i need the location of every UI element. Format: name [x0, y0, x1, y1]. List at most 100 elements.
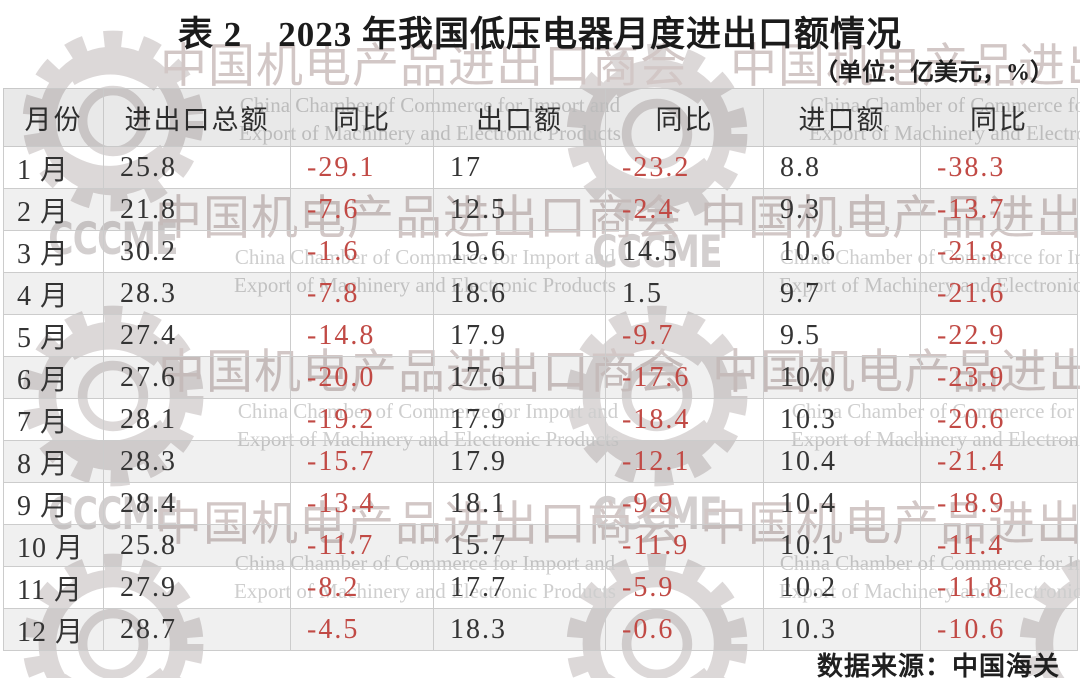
value-cell: 10.4	[763, 482, 921, 525]
value-cell: 10.4	[763, 440, 921, 483]
value-cell: 12.5	[433, 188, 606, 231]
value-cell: -23.9	[920, 356, 1078, 399]
value-cell: 28.7	[103, 608, 291, 651]
table-row: 11 月 27.9 -8.2 17.7 -5.9 10.2 -11.8	[3, 566, 1078, 609]
import-export-table: 月份 进出口总额 同比 出口额 同比 进口额 同比 1 月 25.8 -29.1 17…	[3, 88, 1078, 651]
col-header-total: 进出口总额	[103, 88, 291, 147]
value-cell: 19.6	[433, 230, 606, 273]
value-cell: 28.3	[103, 272, 291, 315]
table-row: 5 月 27.4 -14.8 17.9 -9.7 9.5 -22.9	[3, 314, 1078, 357]
value-cell: -29.1	[290, 146, 434, 189]
value-cell: -38.3	[920, 146, 1078, 189]
value-cell: 14.5	[605, 230, 764, 273]
table-row: 7 月 28.1 -19.2 17.9 -18.4 10.3 -20.6	[3, 398, 1078, 441]
value-cell: -14.8	[290, 314, 434, 357]
value-cell: -18.4	[605, 398, 764, 441]
value-cell: 17.9	[433, 398, 606, 441]
value-cell: -17.6	[605, 356, 764, 399]
value-cell: 18.6	[433, 272, 606, 315]
value-cell: 27.9	[103, 566, 291, 609]
month-cell: 3 月	[3, 230, 104, 273]
value-cell: -21.6	[920, 272, 1078, 315]
value-cell: -7.8	[290, 272, 434, 315]
value-cell: -5.9	[605, 566, 764, 609]
value-cell: 17.7	[433, 566, 606, 609]
value-cell: 25.8	[103, 146, 291, 189]
value-cell: 25.8	[103, 524, 291, 567]
value-cell: -13.4	[290, 482, 434, 525]
value-cell: 10.1	[763, 524, 921, 567]
value-cell: -1.6	[290, 230, 434, 273]
value-cell: 15.7	[433, 524, 606, 567]
value-cell: 21.8	[103, 188, 291, 231]
value-cell: -11.4	[920, 524, 1078, 567]
table-row: 2 月 21.8 -7.6 12.5 -2.4 9.3 -13.7	[3, 188, 1078, 231]
table-body: 1 月 25.8 -29.1 17 -23.2 8.8 -38.3 2 月 21.8 -7.6 12…	[3, 146, 1078, 651]
value-cell: -20.0	[290, 356, 434, 399]
value-cell: -23.2	[605, 146, 764, 189]
value-cell: 8.8	[763, 146, 921, 189]
value-cell: -9.7	[605, 314, 764, 357]
value-cell: -11.8	[920, 566, 1078, 609]
value-cell: -0.6	[605, 608, 764, 651]
value-cell: 18.3	[433, 608, 606, 651]
col-header-import: 进口额	[763, 88, 921, 147]
value-cell: -7.6	[290, 188, 434, 231]
table-row: 3 月 30.2 -1.6 19.6 14.5 10.6 -21.8	[3, 230, 1078, 273]
table-row: 12 月 28.7 -4.5 18.3 -0.6 10.3 -10.6	[3, 608, 1078, 651]
value-cell: -13.7	[920, 188, 1078, 231]
month-cell: 2 月	[3, 188, 104, 231]
table-row: 9 月 28.4 -13.4 18.1 -9.9 10.4 -18.9	[3, 482, 1078, 525]
value-cell: -10.6	[920, 608, 1078, 651]
table-row: 8 月 28.3 -15.7 17.9 -12.1 10.4 -21.4	[3, 440, 1078, 483]
value-cell: 10.0	[763, 356, 921, 399]
value-cell: 30.2	[103, 230, 291, 273]
value-cell: 28.3	[103, 440, 291, 483]
value-cell: 17.6	[433, 356, 606, 399]
value-cell: 27.6	[103, 356, 291, 399]
value-cell: 17.9	[433, 314, 606, 357]
value-cell: -4.5	[290, 608, 434, 651]
table-row: 10 月 25.8 -11.7 15.7 -11.9 10.1 -11.4	[3, 524, 1078, 567]
value-cell: -19.2	[290, 398, 434, 441]
value-cell: 18.1	[433, 482, 606, 525]
value-cell: -8.2	[290, 566, 434, 609]
unit-note: （单位：亿美元，%）	[814, 60, 1054, 86]
month-cell: 5 月	[3, 314, 104, 357]
month-cell: 12 月	[3, 608, 104, 651]
value-cell: -9.9	[605, 482, 764, 525]
value-cell: 28.4	[103, 482, 291, 525]
header-row: 月份 进出口总额 同比 出口额 同比 进口额 同比	[3, 88, 1078, 147]
value-cell: 10.3	[763, 398, 921, 441]
value-cell: 10.3	[763, 608, 921, 651]
table-row: 6 月 27.6 -20.0 17.6 -17.6 10.0 -23.9	[3, 356, 1078, 399]
table-row: 4 月 28.3 -7.8 18.6 1.5 9.7 -21.6	[3, 272, 1078, 315]
month-cell: 6 月	[3, 356, 104, 399]
value-cell: 9.5	[763, 314, 921, 357]
month-cell: 4 月	[3, 272, 104, 315]
month-cell: 10 月	[3, 524, 104, 567]
value-cell: -11.7	[290, 524, 434, 567]
table-title: 表 2 2023 年我国低压电器月度进出口额情况	[177, 15, 902, 54]
col-header-import-yoy: 同比	[920, 88, 1078, 147]
col-header-month: 月份	[3, 88, 104, 147]
value-cell: 27.4	[103, 314, 291, 357]
month-cell: 9 月	[3, 482, 104, 525]
value-cell: -22.9	[920, 314, 1078, 357]
month-cell: 11 月	[3, 566, 104, 609]
month-cell: 7 月	[3, 398, 104, 441]
month-cell: 1 月	[3, 146, 104, 189]
value-cell: 1.5	[605, 272, 764, 315]
value-cell: -2.4	[605, 188, 764, 231]
col-header-export-yoy: 同比	[605, 88, 764, 147]
value-cell: 28.1	[103, 398, 291, 441]
value-cell: 10.2	[763, 566, 921, 609]
value-cell: 9.3	[763, 188, 921, 231]
value-cell: -11.9	[605, 524, 764, 567]
value-cell: 10.6	[763, 230, 921, 273]
col-header-total-yoy: 同比	[290, 88, 434, 147]
value-cell: 9.7	[763, 272, 921, 315]
value-cell: -20.6	[920, 398, 1078, 441]
table-row: 1 月 25.8 -29.1 17 -23.2 8.8 -38.3	[3, 146, 1078, 189]
